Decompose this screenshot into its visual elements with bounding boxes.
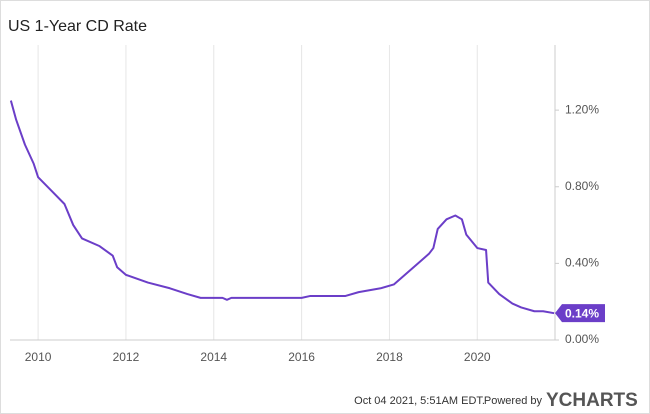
x-tick-label: 2010 [25, 350, 52, 364]
timestamp: Oct 04 2021, 5:51AM EDT. [354, 395, 485, 407]
x-tick-label: 2018 [376, 350, 403, 364]
current-value-badge [555, 304, 605, 323]
current-value-label: 0.14% [565, 306, 599, 320]
chart-title: US 1-Year CD Rate [8, 18, 147, 35]
brand-logo[interactable]: YCHARTS [546, 390, 638, 411]
line [9, 100, 555, 315]
x-tick-label: 2014 [200, 350, 227, 364]
y-tick-label: 0.40% [565, 256, 599, 270]
powered-by: Powered by [484, 395, 543, 407]
y-tick-label: 1.20% [565, 102, 599, 116]
y-tick-label: 0.80% [565, 179, 599, 193]
x-tick-label: 2012 [113, 350, 140, 364]
y-tick-label: 0.00% [565, 332, 599, 346]
x-tick-label: 2016 [288, 350, 315, 364]
x-tick-label: 2020 [464, 350, 491, 364]
